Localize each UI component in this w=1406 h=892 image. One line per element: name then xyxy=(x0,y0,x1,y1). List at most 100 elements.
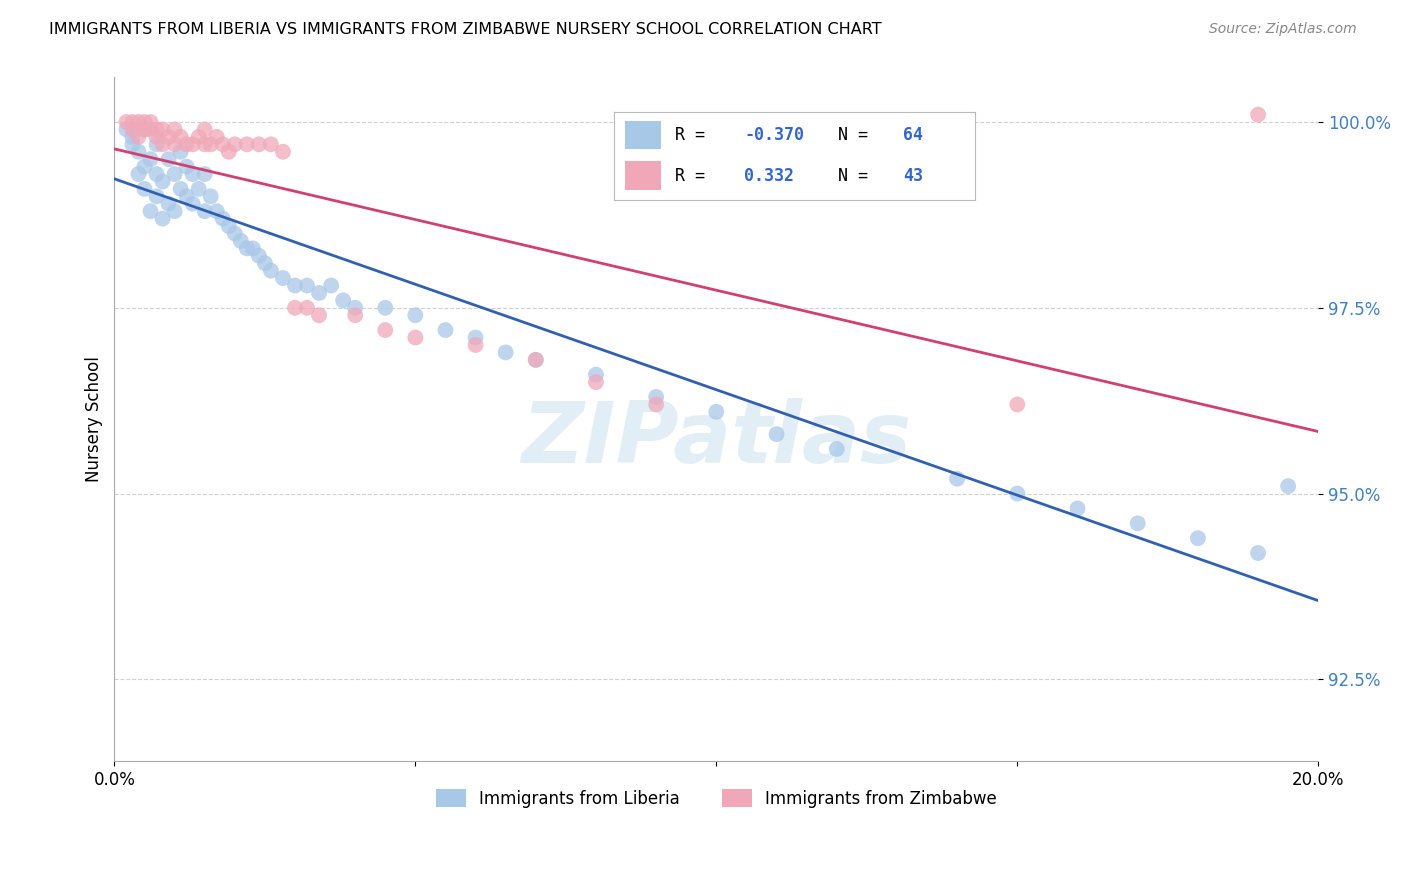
Point xyxy=(115,122,138,136)
Text: Source: ZipAtlas.com: Source: ZipAtlas.com xyxy=(1209,22,1357,37)
Point xyxy=(121,129,143,144)
Point xyxy=(169,182,191,196)
Point xyxy=(145,129,167,144)
Point xyxy=(145,167,167,181)
Point xyxy=(139,115,162,129)
Legend: Immigrants from Liberia, Immigrants from Zimbabwe: Immigrants from Liberia, Immigrants from… xyxy=(429,783,1004,814)
Point xyxy=(211,137,233,152)
Point xyxy=(181,196,204,211)
Point xyxy=(319,278,342,293)
Point xyxy=(765,427,787,442)
Point xyxy=(139,152,162,166)
Point xyxy=(121,115,143,129)
Point xyxy=(645,397,668,411)
Point xyxy=(127,145,149,159)
Point xyxy=(224,137,246,152)
Point xyxy=(194,204,217,219)
Point xyxy=(176,189,198,203)
Point xyxy=(157,129,180,144)
Point xyxy=(169,129,191,144)
Point xyxy=(163,204,186,219)
Point xyxy=(645,390,668,404)
Point xyxy=(200,137,222,152)
Point xyxy=(585,375,607,389)
Point xyxy=(344,308,367,322)
Point xyxy=(145,189,167,203)
Point xyxy=(152,174,174,188)
Point xyxy=(200,189,222,203)
Point xyxy=(247,249,270,263)
Text: ZIPatlas: ZIPatlas xyxy=(522,398,911,482)
Point xyxy=(205,204,228,219)
Point xyxy=(145,137,167,152)
Point xyxy=(524,352,547,367)
Point xyxy=(194,122,217,136)
Point xyxy=(205,129,228,144)
Point xyxy=(134,160,156,174)
Point xyxy=(127,129,149,144)
Point xyxy=(121,137,143,152)
Point xyxy=(163,122,186,136)
Point xyxy=(284,301,307,315)
Point xyxy=(374,323,396,337)
Point xyxy=(344,301,367,315)
Point xyxy=(1247,546,1270,560)
Point xyxy=(134,182,156,196)
Point xyxy=(181,137,204,152)
Point xyxy=(1277,479,1299,493)
Point xyxy=(134,115,156,129)
Point xyxy=(218,145,240,159)
Point xyxy=(229,234,252,248)
Point xyxy=(308,285,330,300)
Point xyxy=(295,301,318,315)
Point xyxy=(247,137,270,152)
Point xyxy=(242,241,264,255)
Point xyxy=(253,256,276,270)
Point xyxy=(115,115,138,129)
Point xyxy=(946,472,969,486)
Point xyxy=(187,182,209,196)
Text: IMMIGRANTS FROM LIBERIA VS IMMIGRANTS FROM ZIMBABWE NURSERY SCHOOL CORRELATION C: IMMIGRANTS FROM LIBERIA VS IMMIGRANTS FR… xyxy=(49,22,882,37)
Point xyxy=(187,129,209,144)
Point xyxy=(145,122,167,136)
Point xyxy=(134,122,156,136)
Point xyxy=(260,137,283,152)
Point xyxy=(1007,486,1029,500)
Point xyxy=(236,241,259,255)
Point xyxy=(194,137,217,152)
Point xyxy=(134,122,156,136)
Point xyxy=(271,271,294,285)
Point xyxy=(224,227,246,241)
Point xyxy=(139,122,162,136)
Point xyxy=(704,405,727,419)
Point xyxy=(1187,531,1209,545)
Point xyxy=(495,345,517,359)
Point xyxy=(139,204,162,219)
Point xyxy=(1066,501,1088,516)
Point xyxy=(152,211,174,226)
Point xyxy=(194,167,217,181)
Point xyxy=(169,145,191,159)
Y-axis label: Nursery School: Nursery School xyxy=(86,356,103,483)
Point xyxy=(211,211,233,226)
Point xyxy=(157,196,180,211)
Point xyxy=(308,308,330,322)
Point xyxy=(152,122,174,136)
Point xyxy=(176,160,198,174)
Point xyxy=(1126,516,1149,531)
Point xyxy=(404,308,426,322)
Point xyxy=(236,137,259,152)
Point xyxy=(825,442,848,456)
Point xyxy=(181,167,204,181)
Point xyxy=(332,293,354,308)
Point xyxy=(284,278,307,293)
Point xyxy=(1007,397,1029,411)
Point xyxy=(152,137,174,152)
Point xyxy=(260,263,283,277)
Point xyxy=(404,330,426,344)
Point xyxy=(295,278,318,293)
Point xyxy=(176,137,198,152)
Point xyxy=(218,219,240,233)
Point xyxy=(121,122,143,136)
Point xyxy=(127,115,149,129)
